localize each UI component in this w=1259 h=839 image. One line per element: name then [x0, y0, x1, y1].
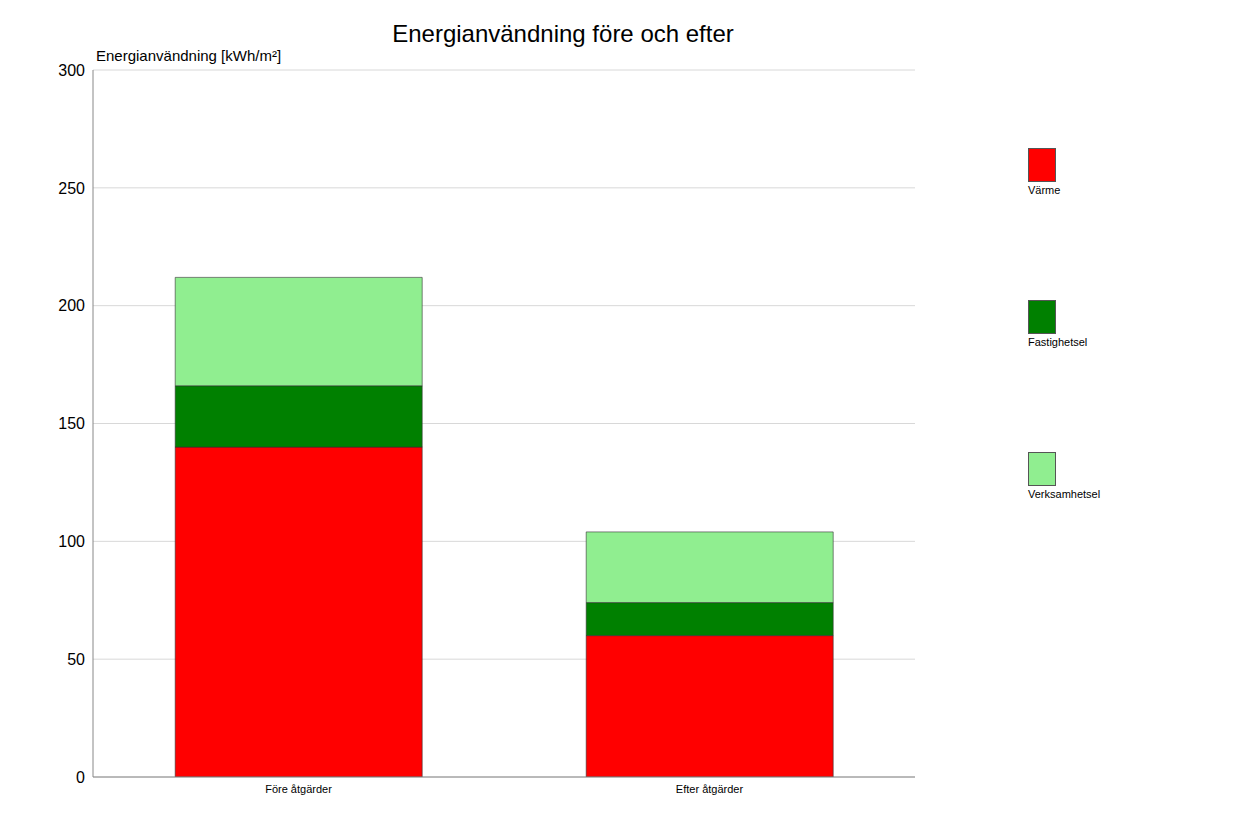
- html-text:Värme: Värme: [1028, 184, 1061, 196]
- html-text:Energianvändning [kWh/m²]: Energianvändning [kWh/m²]: [96, 47, 282, 64]
- svg-text:250: 250: [58, 180, 85, 197]
- html-text:Energianvändning före och efte: Energianvändning före och efter: [392, 20, 734, 47]
- html-text:Fastighetsel: Fastighetsel: [1028, 336, 1088, 348]
- svg-text:200: 200: [58, 297, 85, 314]
- svg-text:Före åtgärder: Före åtgärder: [265, 783, 332, 795]
- svg-text:150: 150: [58, 415, 85, 432]
- svg-text:0: 0: [76, 769, 85, 786]
- svg-text:Efter åtgärder: Efter åtgärder: [676, 783, 744, 795]
- svg-text:100: 100: [58, 533, 85, 550]
- html-text:Verksamhetsel: Verksamhetsel: [1028, 488, 1101, 500]
- svg-text:300: 300: [58, 62, 85, 79]
- svg-text:50: 50: [67, 651, 85, 668]
